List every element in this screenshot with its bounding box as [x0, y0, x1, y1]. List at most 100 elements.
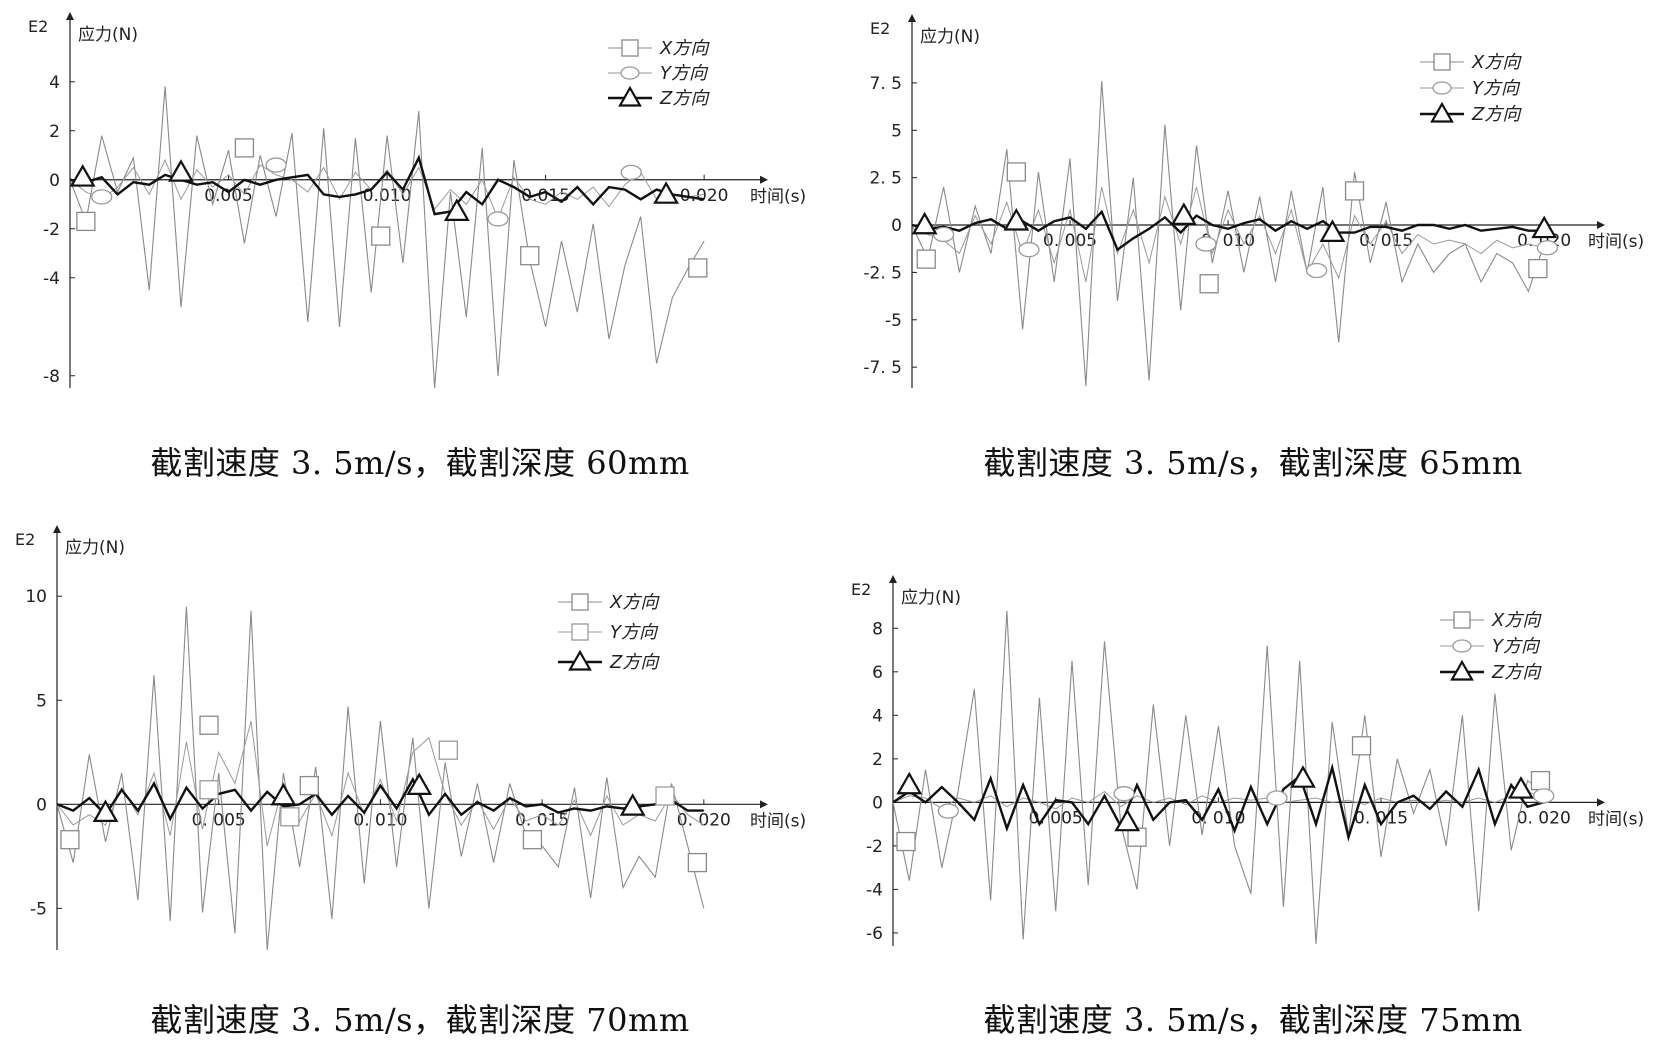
- y-tick-label: 4: [872, 706, 883, 726]
- data-marker-square: [199, 715, 219, 735]
- caption-chart-4: 截割速度 3. 5m/s，截割深度 75mm: [983, 1001, 1523, 1039]
- y-tick-label: -2: [866, 837, 883, 857]
- y-tick-label: 7. 5: [870, 74, 902, 94]
- y-tick-label: 2: [49, 122, 60, 142]
- data-marker-square: [438, 740, 458, 760]
- data-marker-square: [1530, 770, 1551, 791]
- data-marker-triangle: [92, 799, 119, 822]
- legend-marker-circle: [1452, 639, 1472, 653]
- data-marker-square: [371, 226, 391, 246]
- data-marker-triangle: [653, 181, 679, 204]
- series-line-1: [911, 80, 1545, 387]
- data-marker-circle: [487, 211, 509, 227]
- y-axis-arrow: [66, 12, 74, 20]
- y-tick-label: 2: [872, 750, 883, 770]
- y-tick-label: 0: [872, 793, 883, 813]
- legend-label: X方向: [1471, 52, 1522, 73]
- legend-label: Y方向: [1472, 78, 1521, 99]
- legend-marker-triangle: [1450, 659, 1474, 681]
- data-marker-square: [1199, 274, 1219, 294]
- x-tick-label: 0. 005: [1043, 231, 1097, 251]
- y-exponent-label: E2: [28, 17, 48, 36]
- y-tick-label: -6: [866, 924, 883, 944]
- y-axis-title: 应力(N): [78, 25, 138, 45]
- y-tick-label: -7. 5: [863, 358, 902, 378]
- x-axis-title: 时间(s): [1588, 232, 1644, 252]
- legend-label: Z方向: [609, 652, 660, 673]
- series-line-2: [69, 158, 705, 221]
- y-axis-arrow: [889, 575, 897, 583]
- x-tick-label: 0. 015: [1359, 231, 1413, 251]
- y-tick-label: 0: [49, 171, 60, 191]
- legend-marker-square: [621, 39, 639, 57]
- data-marker-square: [76, 211, 96, 232]
- y-exponent-label: E2: [870, 19, 890, 38]
- y-tick-label: 5: [36, 691, 47, 711]
- data-marker-circle: [1533, 788, 1555, 804]
- y-axis-title: 应力(N): [920, 27, 980, 47]
- x-tick-label: 0. 020: [1517, 808, 1571, 828]
- data-marker-square: [280, 807, 300, 827]
- data-marker-square: [522, 830, 543, 850]
- legend-label: Y方向: [610, 622, 659, 643]
- y-axis-title: 应力(N): [65, 538, 125, 558]
- legend-marker-triangle: [568, 649, 592, 671]
- data-marker-triangle: [270, 782, 297, 806]
- legend-marker-circle: [1432, 81, 1452, 95]
- data-marker-triangle: [168, 159, 194, 182]
- y-tick-label: 5: [891, 121, 902, 141]
- legend-marker-square: [1453, 611, 1471, 629]
- data-marker-circle: [1305, 262, 1328, 279]
- legend-marker-circle: [620, 66, 640, 80]
- data-marker-circle: [1195, 236, 1217, 252]
- y-tick-label: 0: [36, 795, 47, 815]
- data-marker-circle: [1536, 240, 1559, 256]
- data-marker-circle: [1018, 242, 1040, 258]
- y-tick-label: 0: [891, 216, 902, 236]
- x-axis-arrow: [760, 800, 768, 809]
- data-marker-square: [299, 775, 319, 796]
- legend-marker-square: [1433, 53, 1451, 71]
- y-tick-label: -8: [43, 367, 60, 387]
- x-tick-label: 0.020: [680, 186, 729, 206]
- data-marker-circle: [620, 164, 642, 181]
- data-marker-circle: [937, 803, 959, 819]
- data-marker-triangle: [911, 211, 938, 235]
- x-axis-title: 时间(s): [1588, 809, 1644, 829]
- y-exponent-label: E2: [851, 580, 871, 599]
- data-marker-triangle: [1003, 208, 1030, 231]
- y-tick-label: 8: [872, 619, 883, 639]
- series-line-2: [911, 186, 1545, 283]
- data-marker-triangle: [69, 164, 96, 187]
- y-tick-label: -5: [885, 311, 902, 331]
- data-marker-triangle: [1290, 765, 1316, 788]
- data-marker-circle: [1113, 786, 1135, 802]
- legend-marker-square: [571, 623, 589, 641]
- legend-label: Z方向: [659, 88, 710, 109]
- data-marker-square: [655, 786, 675, 806]
- data-marker-square: [1006, 162, 1026, 182]
- data-marker-triangle: [896, 771, 923, 795]
- x-axis-title: 时间(s): [750, 187, 806, 207]
- data-marker-square: [896, 831, 916, 852]
- y-tick-label: -4: [866, 880, 883, 900]
- caption-chart-3: 截割速度 3. 5m/s，截割深度 70mm: [150, 1001, 690, 1039]
- data-marker-triangle: [1508, 776, 1534, 799]
- data-marker-square: [1351, 736, 1372, 756]
- legend-marker-triangle: [1430, 101, 1454, 123]
- data-marker-triangle: [443, 198, 470, 221]
- data-marker-square: [1344, 181, 1365, 201]
- data-marker-triangle: [1319, 219, 1346, 242]
- data-marker-triangle: [1531, 215, 1558, 239]
- y-tick-label: 6: [872, 663, 883, 683]
- y-axis-arrow: [908, 14, 916, 22]
- x-axis-arrow: [1597, 221, 1605, 230]
- series-line-1: [56, 606, 705, 951]
- x-tick-label: 0.005: [204, 186, 253, 206]
- y-tick-label: 10: [25, 587, 47, 607]
- data-marker-square: [688, 258, 708, 278]
- legend-marker-triangle: [618, 85, 642, 107]
- y-tick-label: -4: [43, 269, 60, 289]
- legend-label: X方向: [609, 592, 660, 613]
